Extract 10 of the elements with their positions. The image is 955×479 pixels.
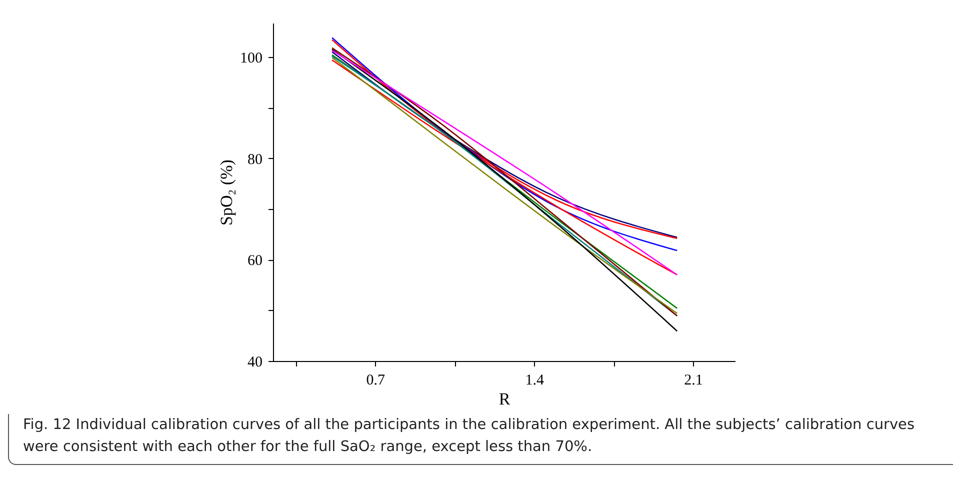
y-tick-label: 100 (240, 50, 262, 66)
y-tick-label: 40 (248, 354, 262, 370)
x-tick-label: 2.1 (684, 372, 703, 388)
y-tick-label: 80 (248, 152, 262, 168)
x-tick-label: 0.7 (366, 372, 386, 388)
y-axis-title: SpO₂ (%) (217, 160, 236, 226)
y-tick-label: 60 (248, 253, 262, 270)
caption: Fig. 12 Individual calibration curves of all the participants in the calibration experiment. All the subjects’ calibration curves were consistent with each other for the full SaO₂ range, except less than 70%. (23, 416, 916, 457)
x-axis-title: R (498, 390, 511, 408)
x-tick-label: 1.4 (525, 372, 544, 388)
